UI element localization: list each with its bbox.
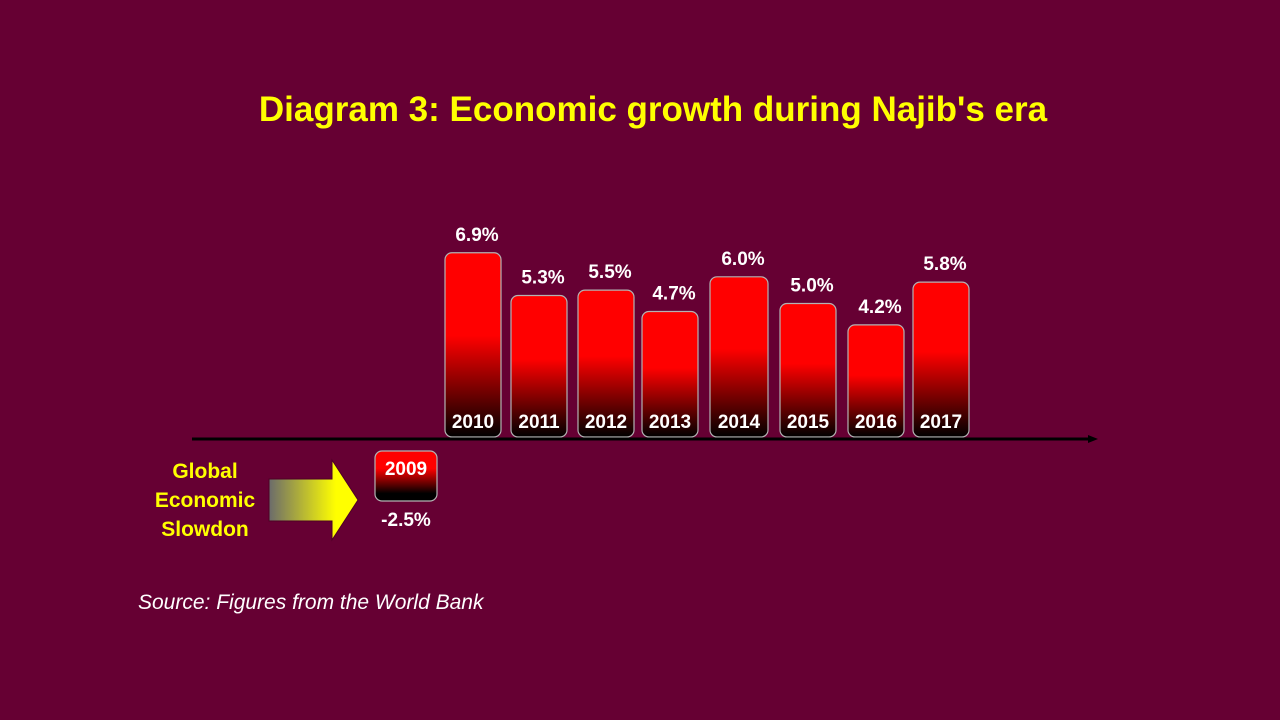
bar-2013 bbox=[641, 310, 699, 438]
category-label: 2017 bbox=[920, 412, 962, 433]
data-label: 5.8% bbox=[923, 254, 966, 275]
data-label: 5.0% bbox=[790, 276, 833, 297]
x-axis-arrowhead bbox=[1088, 435, 1098, 443]
data-label: 5.3% bbox=[521, 267, 564, 288]
callout-line: Global bbox=[172, 460, 238, 483]
bar-2010 bbox=[444, 252, 502, 438]
data-label: -2.5% bbox=[381, 510, 431, 531]
category-label: 2014 bbox=[718, 412, 761, 433]
data-label: 6.9% bbox=[455, 225, 498, 246]
chart-title: Diagram 3: Economic growth during Najib'… bbox=[258, 90, 1048, 129]
bar-2009 bbox=[374, 450, 438, 502]
data-label: 4.2% bbox=[858, 297, 901, 318]
data-label: 4.7% bbox=[652, 284, 695, 305]
data-label: 5.5% bbox=[588, 262, 631, 283]
bar-2016 bbox=[847, 324, 905, 438]
category-label: 2013 bbox=[649, 412, 691, 433]
category-label: 2012 bbox=[585, 412, 627, 433]
data-label: 6.0% bbox=[721, 249, 764, 270]
bar-2017 bbox=[912, 281, 970, 438]
global-slowdown-callout: Global Economic Slowdon bbox=[140, 457, 270, 544]
bar-2014 bbox=[709, 276, 769, 438]
category-label: 2011 bbox=[518, 412, 560, 433]
bar-2011 bbox=[510, 294, 568, 438]
callout-line: Economic bbox=[154, 489, 256, 512]
right-arrow-icon bbox=[268, 458, 359, 542]
bar-2015 bbox=[779, 302, 837, 438]
source-note: Source: Figures from the World Bank bbox=[138, 591, 484, 614]
category-label: 2015 bbox=[787, 412, 830, 433]
category-label: 2010 bbox=[452, 412, 494, 433]
category-label: 2009 bbox=[385, 459, 427, 480]
bar-2012 bbox=[577, 289, 635, 438]
category-label: 2016 bbox=[855, 412, 897, 433]
callout-line: Slowdon bbox=[161, 518, 249, 541]
